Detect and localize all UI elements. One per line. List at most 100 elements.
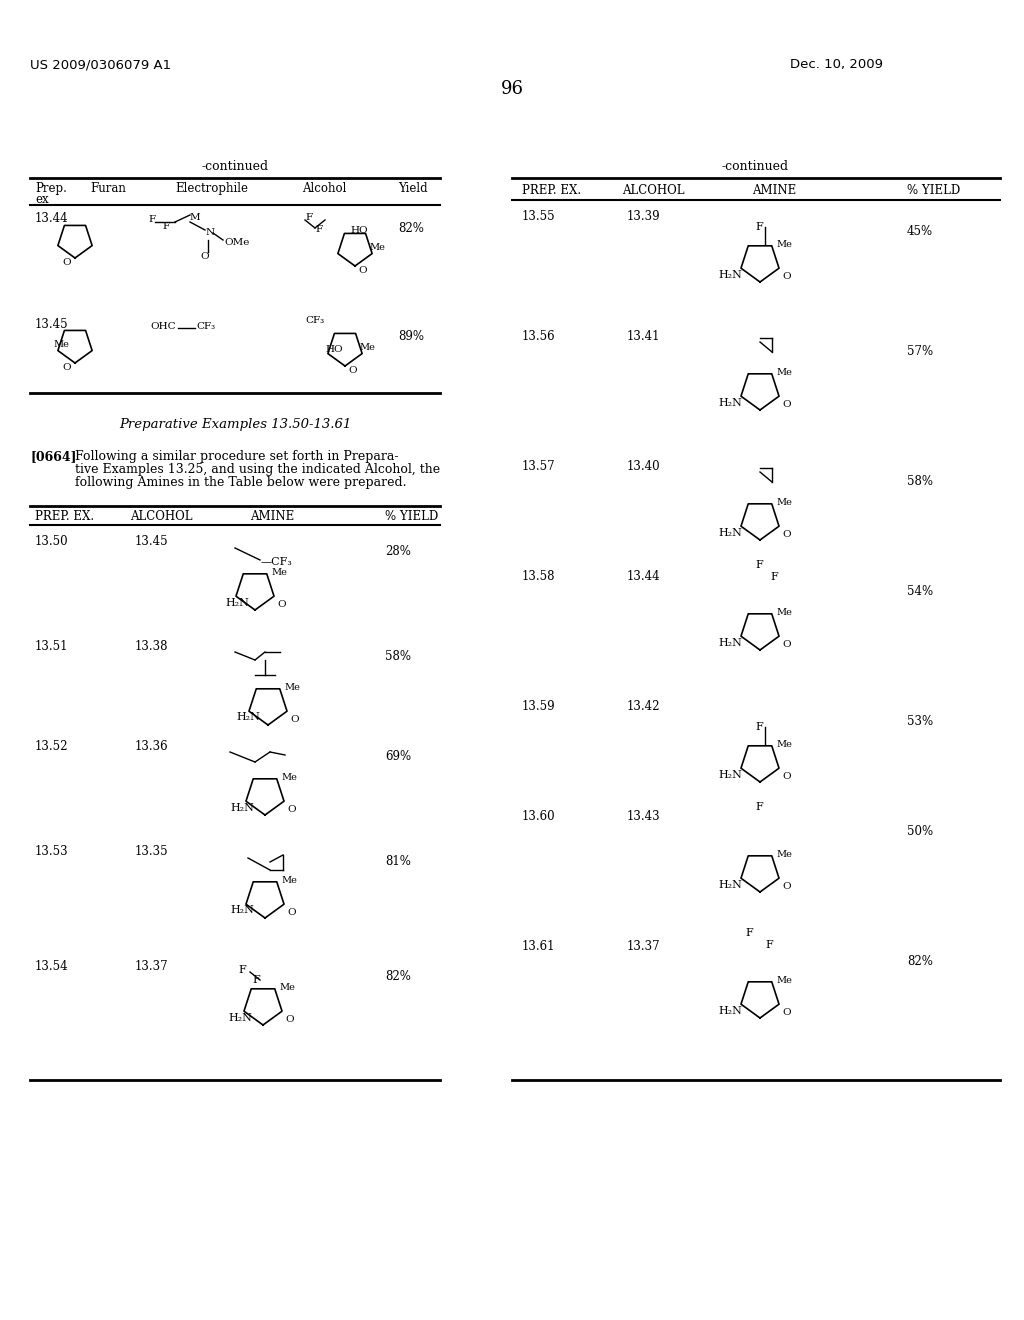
Text: -continued: -continued [202, 160, 268, 173]
Text: AMINE: AMINE [250, 510, 294, 523]
Text: Me: Me [776, 975, 792, 985]
Text: 13.56: 13.56 [522, 330, 556, 343]
Text: 69%: 69% [385, 750, 411, 763]
Text: 13.44: 13.44 [627, 570, 660, 583]
Text: H₂N: H₂N [718, 638, 741, 648]
Text: 13.61: 13.61 [522, 940, 555, 953]
Text: CF₃: CF₃ [196, 322, 215, 331]
Text: 13.35: 13.35 [135, 845, 169, 858]
Text: F: F [745, 928, 753, 939]
Text: 13.53: 13.53 [35, 845, 69, 858]
Text: 28%: 28% [385, 545, 411, 558]
Text: 50%: 50% [907, 825, 933, 838]
Text: H₂N: H₂N [236, 711, 260, 722]
Text: 13.38: 13.38 [135, 640, 169, 653]
Text: Alcohol: Alcohol [302, 182, 346, 195]
Text: 57%: 57% [907, 345, 933, 358]
Text: 45%: 45% [907, 224, 933, 238]
Text: % YIELD: % YIELD [907, 183, 961, 197]
Text: O: O [287, 805, 296, 814]
Text: F: F [755, 560, 763, 570]
Text: O: O [782, 1008, 791, 1016]
Text: 13.57: 13.57 [522, 459, 556, 473]
Text: 58%: 58% [907, 475, 933, 488]
Text: 13.60: 13.60 [522, 810, 556, 822]
Text: F: F [755, 222, 763, 232]
Text: O: O [782, 640, 791, 649]
Text: F: F [148, 215, 155, 224]
Text: 81%: 81% [385, 855, 411, 869]
Text: 13.37: 13.37 [135, 960, 169, 973]
Text: Prep.: Prep. [35, 182, 67, 195]
Text: 82%: 82% [907, 954, 933, 968]
Text: Me: Me [281, 876, 297, 884]
Text: 13.43: 13.43 [627, 810, 660, 822]
Text: % YIELD: % YIELD [385, 510, 438, 523]
Text: OMe: OMe [224, 238, 250, 247]
Text: Me: Me [776, 368, 792, 378]
Text: 82%: 82% [385, 970, 411, 983]
Text: F: F [238, 965, 246, 975]
Text: 13.39: 13.39 [627, 210, 660, 223]
Text: N: N [206, 228, 215, 238]
Text: H₂N: H₂N [718, 1006, 741, 1016]
Text: H₂N: H₂N [225, 598, 249, 609]
Text: ALCOHOL: ALCOHOL [622, 183, 684, 197]
Text: Me: Me [776, 498, 792, 507]
Text: F: F [765, 940, 773, 950]
Text: O: O [200, 252, 209, 261]
Text: ex: ex [35, 193, 48, 206]
Text: 13.40: 13.40 [627, 459, 660, 473]
Text: F: F [755, 722, 763, 733]
Text: O: O [287, 908, 296, 917]
Text: [0664]: [0664] [30, 450, 77, 463]
Text: 13.45: 13.45 [135, 535, 169, 548]
Text: O: O [782, 272, 791, 281]
Text: 13.50: 13.50 [35, 535, 69, 548]
Text: O: O [290, 715, 299, 723]
Text: Me: Me [359, 343, 375, 352]
Text: 13.58: 13.58 [522, 570, 555, 583]
Text: Me: Me [369, 243, 385, 252]
Text: Me: Me [284, 682, 300, 692]
Text: O: O [62, 363, 72, 372]
Text: H₂N: H₂N [230, 906, 254, 915]
Text: PREP. EX.: PREP. EX. [35, 510, 94, 523]
Text: O: O [278, 601, 286, 609]
Text: O: O [782, 772, 791, 781]
Text: H₂N: H₂N [718, 271, 741, 280]
Text: H₂N: H₂N [718, 399, 741, 408]
Text: 13.44: 13.44 [35, 213, 69, 224]
Text: Me: Me [279, 983, 295, 993]
Text: 82%: 82% [398, 222, 424, 235]
Text: Me: Me [281, 774, 297, 781]
Text: F: F [305, 213, 312, 222]
Text: 13.36: 13.36 [135, 741, 169, 752]
Text: CF₃: CF₃ [305, 315, 325, 325]
Text: F: F [315, 224, 323, 234]
Text: 13.41: 13.41 [627, 330, 660, 343]
Text: 13.42: 13.42 [627, 700, 660, 713]
Text: Me: Me [53, 341, 69, 348]
Text: 13.51: 13.51 [35, 640, 69, 653]
Text: H₂N: H₂N [230, 803, 254, 813]
Text: H₂N: H₂N [718, 880, 741, 890]
Text: tive Examples 13.25, and using the indicated Alcohol, the: tive Examples 13.25, and using the indic… [75, 463, 440, 477]
Text: F: F [162, 222, 169, 231]
Text: O: O [62, 257, 72, 267]
Text: Me: Me [776, 240, 792, 249]
Text: Preparative Examples 13.50-13.61: Preparative Examples 13.50-13.61 [119, 418, 351, 432]
Text: 13.54: 13.54 [35, 960, 69, 973]
Text: O: O [349, 366, 357, 375]
Text: Me: Me [776, 609, 792, 616]
Text: Yield: Yield [398, 182, 428, 195]
Text: M: M [190, 213, 201, 222]
Text: 13.52: 13.52 [35, 741, 69, 752]
Text: O: O [358, 267, 368, 275]
Text: AMINE: AMINE [752, 183, 797, 197]
Text: 58%: 58% [385, 649, 411, 663]
Text: 96: 96 [501, 81, 523, 98]
Text: OHC: OHC [150, 322, 176, 331]
Text: Me: Me [271, 568, 287, 577]
Text: 13.45: 13.45 [35, 318, 69, 331]
